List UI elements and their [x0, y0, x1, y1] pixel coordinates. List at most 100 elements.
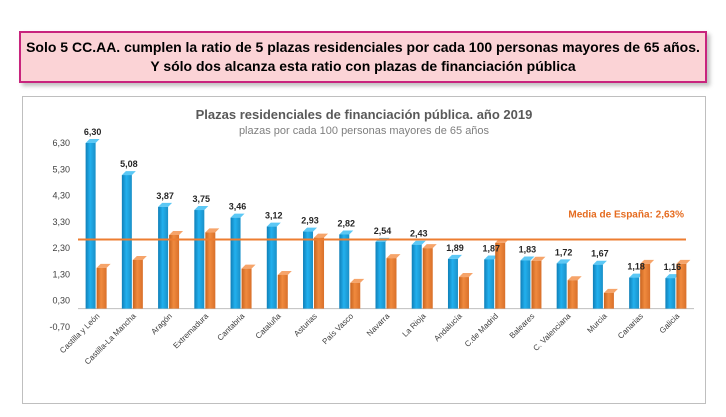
x-tick-label: Baleares: [508, 312, 537, 341]
y-tick-label: 6,30: [52, 138, 70, 148]
bar-public-top: [314, 233, 329, 238]
x-tick-label: Murcia: [585, 311, 609, 335]
y-tick-label: 4,30: [52, 191, 70, 201]
data-label: 2,93: [301, 216, 319, 226]
bar-public-top: [567, 276, 582, 281]
bar-total: [266, 226, 277, 309]
data-label: 3,87: [156, 191, 174, 201]
bar-total: [194, 210, 205, 309]
bar-total-top: [556, 259, 571, 264]
bar-public-top: [350, 278, 365, 283]
bar-public: [676, 263, 687, 309]
data-label: 2,43: [410, 229, 428, 239]
chart-subtitle: plazas por cada 100 personas mayores de …: [239, 125, 490, 137]
bar-public: [458, 277, 469, 309]
bar-total-top: [629, 273, 644, 278]
data-label: 1,87: [482, 243, 500, 253]
bar-public: [567, 280, 578, 309]
bar-total: [85, 143, 96, 309]
x-tick-label: Andalucía: [432, 311, 464, 343]
data-label: 2,54: [374, 226, 392, 236]
bar-total: [556, 263, 567, 309]
x-tick-label: País Vasco: [321, 311, 356, 346]
y-tick-label: 5,30: [52, 164, 70, 174]
bar-public-top: [531, 256, 546, 261]
bar-total-top: [230, 213, 245, 218]
headline-banner: Solo 5 CC.AA. cumplen la ratio de 5 plaz…: [19, 31, 707, 83]
bar-public: [314, 237, 325, 309]
bar-total: [484, 259, 495, 309]
bar-total-top: [665, 274, 680, 279]
x-tick-label: Aragón: [149, 312, 174, 337]
bar-public-top: [169, 231, 184, 235]
bar-total-top: [592, 260, 607, 265]
data-label: 3,12: [265, 211, 283, 221]
bar-public: [422, 248, 433, 309]
bar-total-top: [303, 227, 318, 232]
bar-total: [520, 260, 531, 309]
bar-total-top: [447, 254, 462, 259]
bar-public: [169, 235, 180, 309]
bar-total: [375, 241, 386, 309]
data-label: 1,67: [591, 249, 609, 259]
bar-public-top: [422, 244, 437, 249]
x-tick-label: C. Valenciana: [531, 311, 573, 353]
data-label: 1,72: [555, 247, 573, 257]
bar-public-top: [277, 270, 292, 275]
bar-public-top: [96, 263, 111, 268]
headline-line-2: Y sólo dos alcanza esta ratio con plazas…: [150, 58, 576, 74]
data-label: 6,30: [84, 127, 102, 137]
bar-total-top: [121, 171, 136, 176]
bar-total-top: [158, 202, 173, 207]
data-label: 3,75: [193, 194, 211, 204]
bar-public-top: [603, 288, 618, 293]
data-label: 2,82: [337, 218, 355, 228]
bar-public: [495, 242, 506, 309]
bar-total-top: [520, 256, 535, 261]
bar-total-top: [484, 255, 499, 260]
spain-average-label: Media de España: 2,63%: [568, 209, 684, 220]
bar-public: [603, 292, 614, 309]
chart-panel: [22, 96, 706, 404]
x-tick-label: Galicia: [658, 311, 682, 335]
bar-public-top: [458, 273, 473, 278]
bar-total: [411, 244, 422, 309]
bar-total-top: [194, 206, 209, 211]
bar-public: [205, 232, 216, 309]
y-tick-label: -0,70: [49, 322, 70, 332]
bar-total: [121, 175, 132, 309]
bar-total: [230, 217, 241, 309]
x-tick-label: Cataluña: [254, 311, 283, 340]
data-label: 1,18: [627, 262, 645, 272]
x-tick-label: Canarias: [616, 312, 645, 341]
bar-public: [132, 259, 143, 309]
x-tick-label: La Rioja: [401, 311, 429, 339]
bar-total: [303, 231, 314, 309]
y-tick-label: 1,30: [52, 269, 70, 279]
bar-total: [665, 278, 676, 309]
headline-line-1: Solo 5 CC.AA. cumplen la ratio de 5 plaz…: [26, 39, 700, 55]
bar-public: [640, 263, 651, 309]
bar-total-top: [339, 230, 354, 235]
data-label: 3,46: [229, 202, 247, 212]
x-tick-label: Navarra: [365, 311, 392, 338]
bar-total: [629, 277, 640, 309]
bar-total: [158, 206, 169, 309]
bar-public: [386, 258, 397, 309]
x-tick-label: Cantabria: [216, 311, 247, 342]
bar-public: [96, 267, 107, 309]
x-tick-label: C.de Madrid: [463, 312, 500, 349]
y-tick-label: 3,30: [52, 217, 70, 227]
data-label: 5,08: [120, 159, 138, 169]
y-tick-label: 2,30: [52, 243, 70, 253]
bar-public-top: [241, 264, 256, 269]
data-label: 1,16: [664, 262, 682, 272]
bar-total-top: [266, 222, 281, 227]
bar-total: [447, 258, 458, 309]
bar-public-top: [640, 259, 655, 264]
bar-public-top: [132, 255, 147, 260]
bar-total: [592, 264, 603, 309]
bar-total-top: [411, 240, 426, 245]
bar-public-top: [676, 259, 691, 264]
